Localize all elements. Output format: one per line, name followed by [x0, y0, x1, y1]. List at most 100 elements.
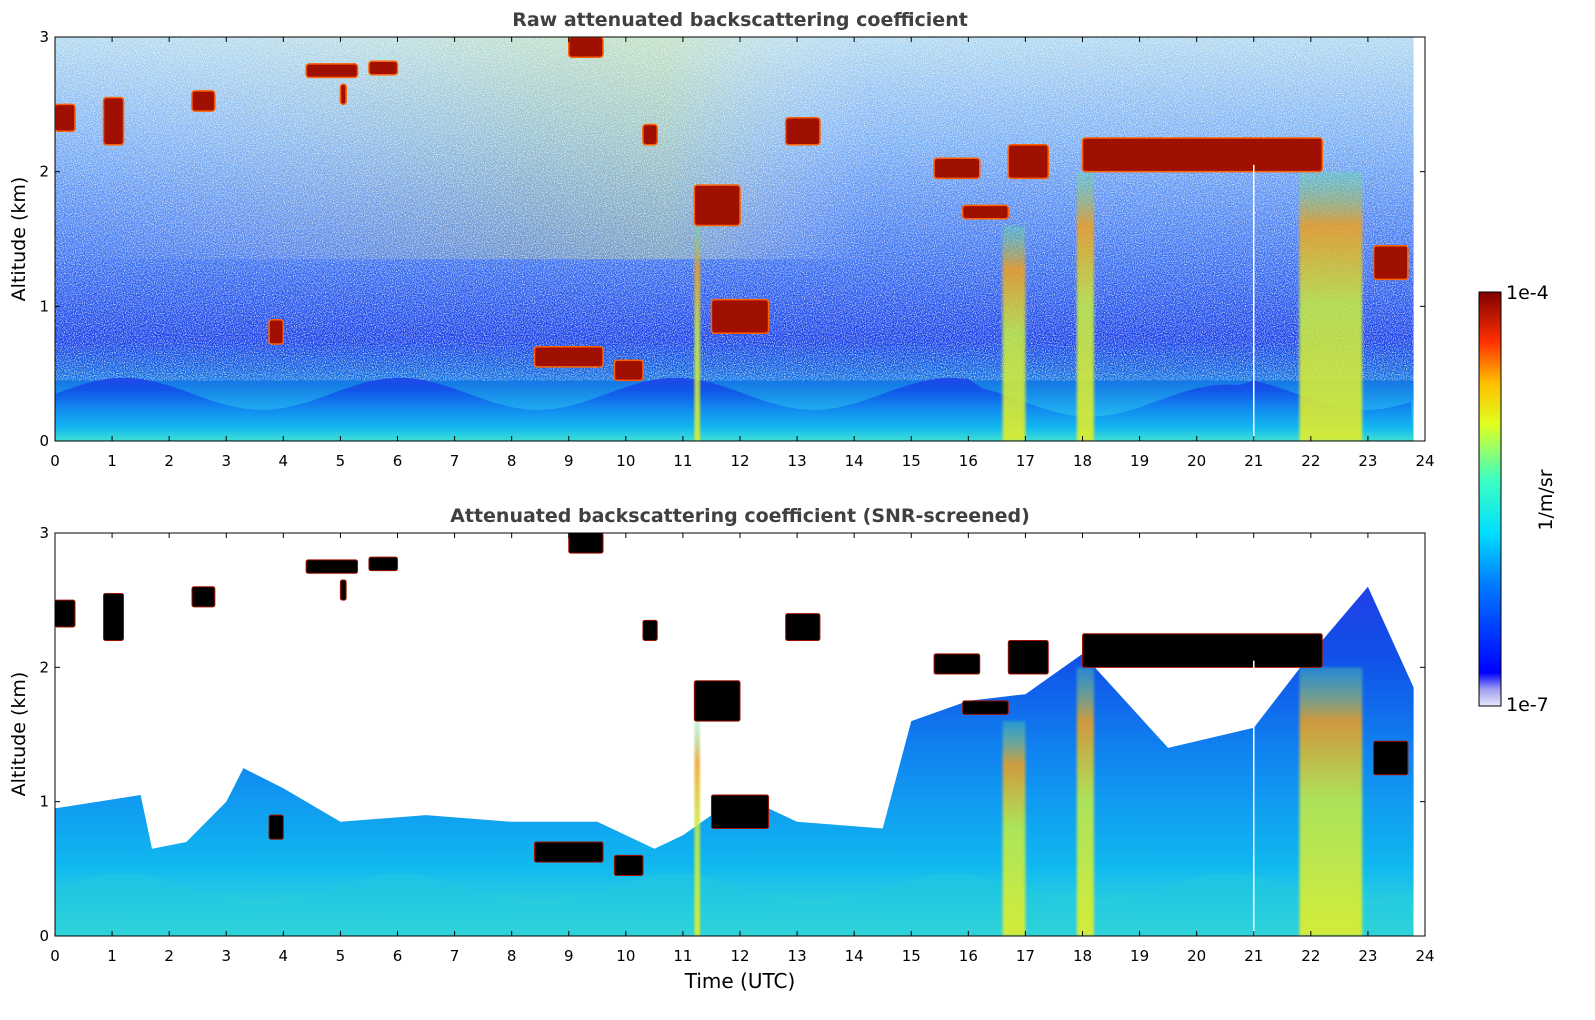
colorbar-min-label: 1e-7 [1506, 694, 1549, 716]
screened-region [55, 586, 1414, 936]
screened-cloud-2 [191, 586, 216, 608]
x-tick-label-1-22: 22 [1301, 947, 1320, 965]
x-tick-label-1-23: 23 [1358, 947, 1377, 965]
cloud-14 [533, 345, 604, 368]
colorbar-label: 1/m/sr [1535, 469, 1557, 531]
x-tick-label-1-13: 13 [788, 947, 807, 965]
cloud-9 [784, 117, 821, 146]
x-tick-label-1-11: 11 [673, 947, 692, 965]
x-tick-label-0-6: 6 [393, 452, 403, 470]
x-tick-label-1-7: 7 [450, 947, 460, 965]
screened-cloud-5 [339, 579, 347, 601]
bottom-panel-title: Attenuated backscattering coefficient (S… [450, 505, 1030, 527]
cloud-6 [568, 37, 604, 58]
x-tick-label-0-21: 21 [1244, 452, 1263, 470]
x-tick-label-1-16: 16 [959, 947, 978, 965]
x-tick-label-1-9: 9 [564, 947, 574, 965]
cloud-3 [305, 63, 359, 79]
x-tick-label-1-12: 12 [730, 947, 749, 965]
screened-cloud-0 [55, 599, 76, 628]
y-tick-label-1-2: 2 [39, 658, 49, 676]
screened-cloud-1 [103, 592, 125, 641]
x-tick-label-0-14: 14 [845, 452, 864, 470]
cloud-1 [102, 96, 125, 146]
y-tick-label-0-1: 1 [39, 297, 49, 315]
screened-cloud-12 [962, 700, 1009, 715]
cloud-12 [961, 204, 1010, 220]
x-tick-label-1-5: 5 [336, 947, 346, 965]
x-tick-label-0-19: 19 [1130, 452, 1149, 470]
x-tick-label-0-8: 8 [507, 452, 517, 470]
cloud-13 [1081, 137, 1323, 173]
x-tick-label-1-20: 20 [1187, 947, 1206, 965]
top-heatmap [55, 37, 1414, 441]
screened-cloud-18 [268, 814, 284, 840]
x-tick-label-0-5: 5 [336, 452, 346, 470]
screened-cloud-13 [1082, 633, 1323, 668]
aerosol-plume-1 [1002, 225, 1026, 441]
x-tick-label-1-0: 0 [50, 947, 60, 965]
y-tick-label-1-1: 1 [39, 793, 49, 811]
cloud-18 [268, 319, 285, 345]
top-panel-title: Raw attenuated backscattering coefficien… [512, 9, 968, 31]
x-tick-label-1-3: 3 [221, 947, 231, 965]
cloud-11 [1007, 143, 1050, 180]
aerosol-plume-3 [694, 225, 701, 441]
x-tick-label-1-24: 24 [1415, 947, 1434, 965]
x-tick-label-0-17: 17 [1016, 452, 1035, 470]
colorbar-gradient [1478, 291, 1502, 707]
x-tick-label-0-23: 23 [1358, 452, 1377, 470]
x-tick-label-0-9: 9 [564, 452, 574, 470]
x-tick-label-0-11: 11 [673, 452, 692, 470]
screened-plume-0 [1299, 667, 1363, 936]
cloud-4 [368, 60, 399, 76]
x-tick-label-0-4: 4 [279, 452, 289, 470]
cloud-5 [339, 83, 347, 106]
y-tick-label-0-0: 0 [39, 432, 49, 450]
y-tick-label-1-3: 3 [39, 524, 49, 542]
x-tick-label-0-0: 0 [50, 452, 60, 470]
x-tick-label-0-3: 3 [221, 452, 231, 470]
screened-cloud-4 [368, 556, 399, 572]
x-tick-label-1-2: 2 [164, 947, 174, 965]
cloud-15 [613, 359, 644, 382]
screened-plume-2 [1076, 667, 1094, 936]
x-tick-label-1-15: 15 [902, 947, 921, 965]
cloud-16 [710, 298, 770, 335]
y-tick-label-0-2: 2 [39, 163, 49, 181]
x-tick-label-0-15: 15 [902, 452, 921, 470]
x-tick-label-1-4: 4 [279, 947, 289, 965]
y-tick-label-0-3: 3 [39, 28, 49, 46]
screened-cloud-7 [642, 619, 658, 641]
screened-cloud-16 [710, 794, 770, 830]
x-tick-label-0-1: 1 [107, 452, 117, 470]
colorbar [1478, 291, 1502, 707]
x-tick-label-0-16: 16 [959, 452, 978, 470]
screened-cloud-15 [613, 854, 644, 877]
x-tick-label-1-14: 14 [845, 947, 864, 965]
bottom-heatmap [55, 533, 1414, 936]
x-tick-label-1-6: 6 [393, 947, 403, 965]
x-tick-label-0-24: 24 [1415, 452, 1434, 470]
screened-cloud-10 [933, 653, 981, 675]
x-tick-label-1-21: 21 [1244, 947, 1263, 965]
screened-cloud-14 [534, 841, 604, 863]
x-tick-label-1-19: 19 [1130, 947, 1149, 965]
screened-cloud-8 [693, 680, 741, 722]
x-tick-label-0-22: 22 [1301, 452, 1320, 470]
colorbar-max-label: 1e-4 [1506, 282, 1549, 304]
cloud-2 [191, 90, 216, 112]
x-tick-label-0-7: 7 [450, 452, 460, 470]
x-tick-label-1-8: 8 [507, 947, 517, 965]
screened-plume-3 [694, 721, 701, 936]
x-axis-label: Time (UTC) [684, 969, 796, 993]
screened-boundary-layer [55, 872, 1414, 936]
cloud-17 [1372, 244, 1409, 281]
x-tick-label-1-1: 1 [107, 947, 117, 965]
aerosol-plume-0 [1299, 171, 1363, 441]
axes: 0 1 2 3 4 5 6 7 8 9 10 11 12 13 14 15 16 17 18 19 20 21 22 23 24… [39, 28, 1434, 965]
x-tick-label-1-17: 17 [1016, 947, 1035, 965]
x-tick-label-0-12: 12 [730, 452, 749, 470]
screened-cloud-17 [1373, 740, 1409, 776]
